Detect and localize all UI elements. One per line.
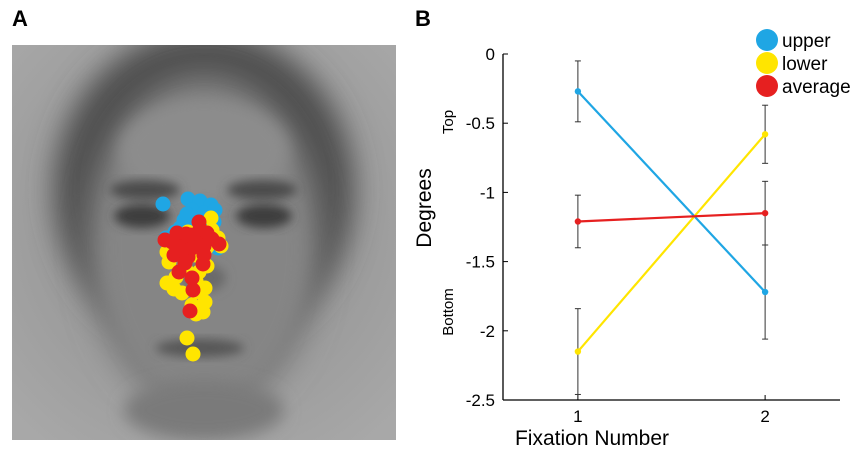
legend-label-lower: lower	[782, 54, 828, 75]
average-fixation-dot	[191, 214, 207, 230]
average-fixation-dot	[182, 303, 198, 319]
top-side-label: Top	[440, 110, 457, 134]
lower-fixation-dot	[166, 281, 182, 297]
data-point-average	[574, 218, 582, 225]
series-line-upper	[577, 90, 766, 293]
chart-series	[574, 60, 769, 395]
y-tick-label: -0.5	[466, 114, 495, 133]
x-axis-label: Fixation Number	[515, 427, 669, 450]
series-line-average	[577, 212, 766, 223]
data-point-lower	[574, 348, 582, 355]
data-point-lower	[761, 131, 769, 138]
bottom-side-label: Bottom	[440, 288, 457, 336]
panel-a-label: A	[12, 6, 28, 31]
average-fixation-dot	[173, 242, 189, 258]
lower-fixation-dot	[197, 294, 213, 310]
legend-label-average: average	[782, 77, 851, 98]
legend-label-upper: upper	[782, 31, 831, 52]
y-tick-label: -1.5	[466, 253, 495, 272]
y-tick-label: -1	[480, 183, 495, 202]
lower-fixation-dot	[203, 210, 219, 226]
average-fixation-dot	[184, 270, 200, 286]
lower-fixation-dot	[179, 330, 195, 346]
data-point-upper	[761, 288, 769, 296]
x-tick-label: 1	[573, 407, 582, 426]
average-fixation-dots	[157, 214, 227, 319]
average-fixation-dot	[199, 225, 215, 241]
chart-axes: 0 -0.5 -1 -1.5 -2 -2.5 1 2	[466, 45, 840, 426]
y-tick-label: -2.5	[466, 391, 495, 410]
y-axis-label: Degrees	[413, 168, 436, 247]
legend-marker-lower	[756, 52, 778, 74]
data-point-upper	[574, 88, 582, 95]
x-tick-label: 2	[760, 407, 769, 426]
average-fixation-dot	[196, 238, 212, 254]
average-fixation-dot	[182, 227, 198, 243]
y-tick-label: 0	[486, 45, 495, 64]
y-tick-label: -2	[480, 322, 495, 341]
upper-fixation-dot	[155, 196, 171, 212]
average-fixation-dot	[185, 282, 201, 298]
panel-b-label: B	[415, 6, 431, 31]
upper-fixation-dot	[179, 206, 195, 222]
data-point-average	[761, 209, 769, 217]
legend-marker-upper	[756, 29, 778, 51]
average-fixation-dot	[177, 255, 193, 271]
series-line-lower	[577, 133, 766, 353]
lower-fixation-dot	[185, 346, 201, 362]
face-photo	[12, 45, 396, 440]
average-fixation-dot	[211, 236, 227, 252]
legend-marker-average	[756, 75, 778, 97]
